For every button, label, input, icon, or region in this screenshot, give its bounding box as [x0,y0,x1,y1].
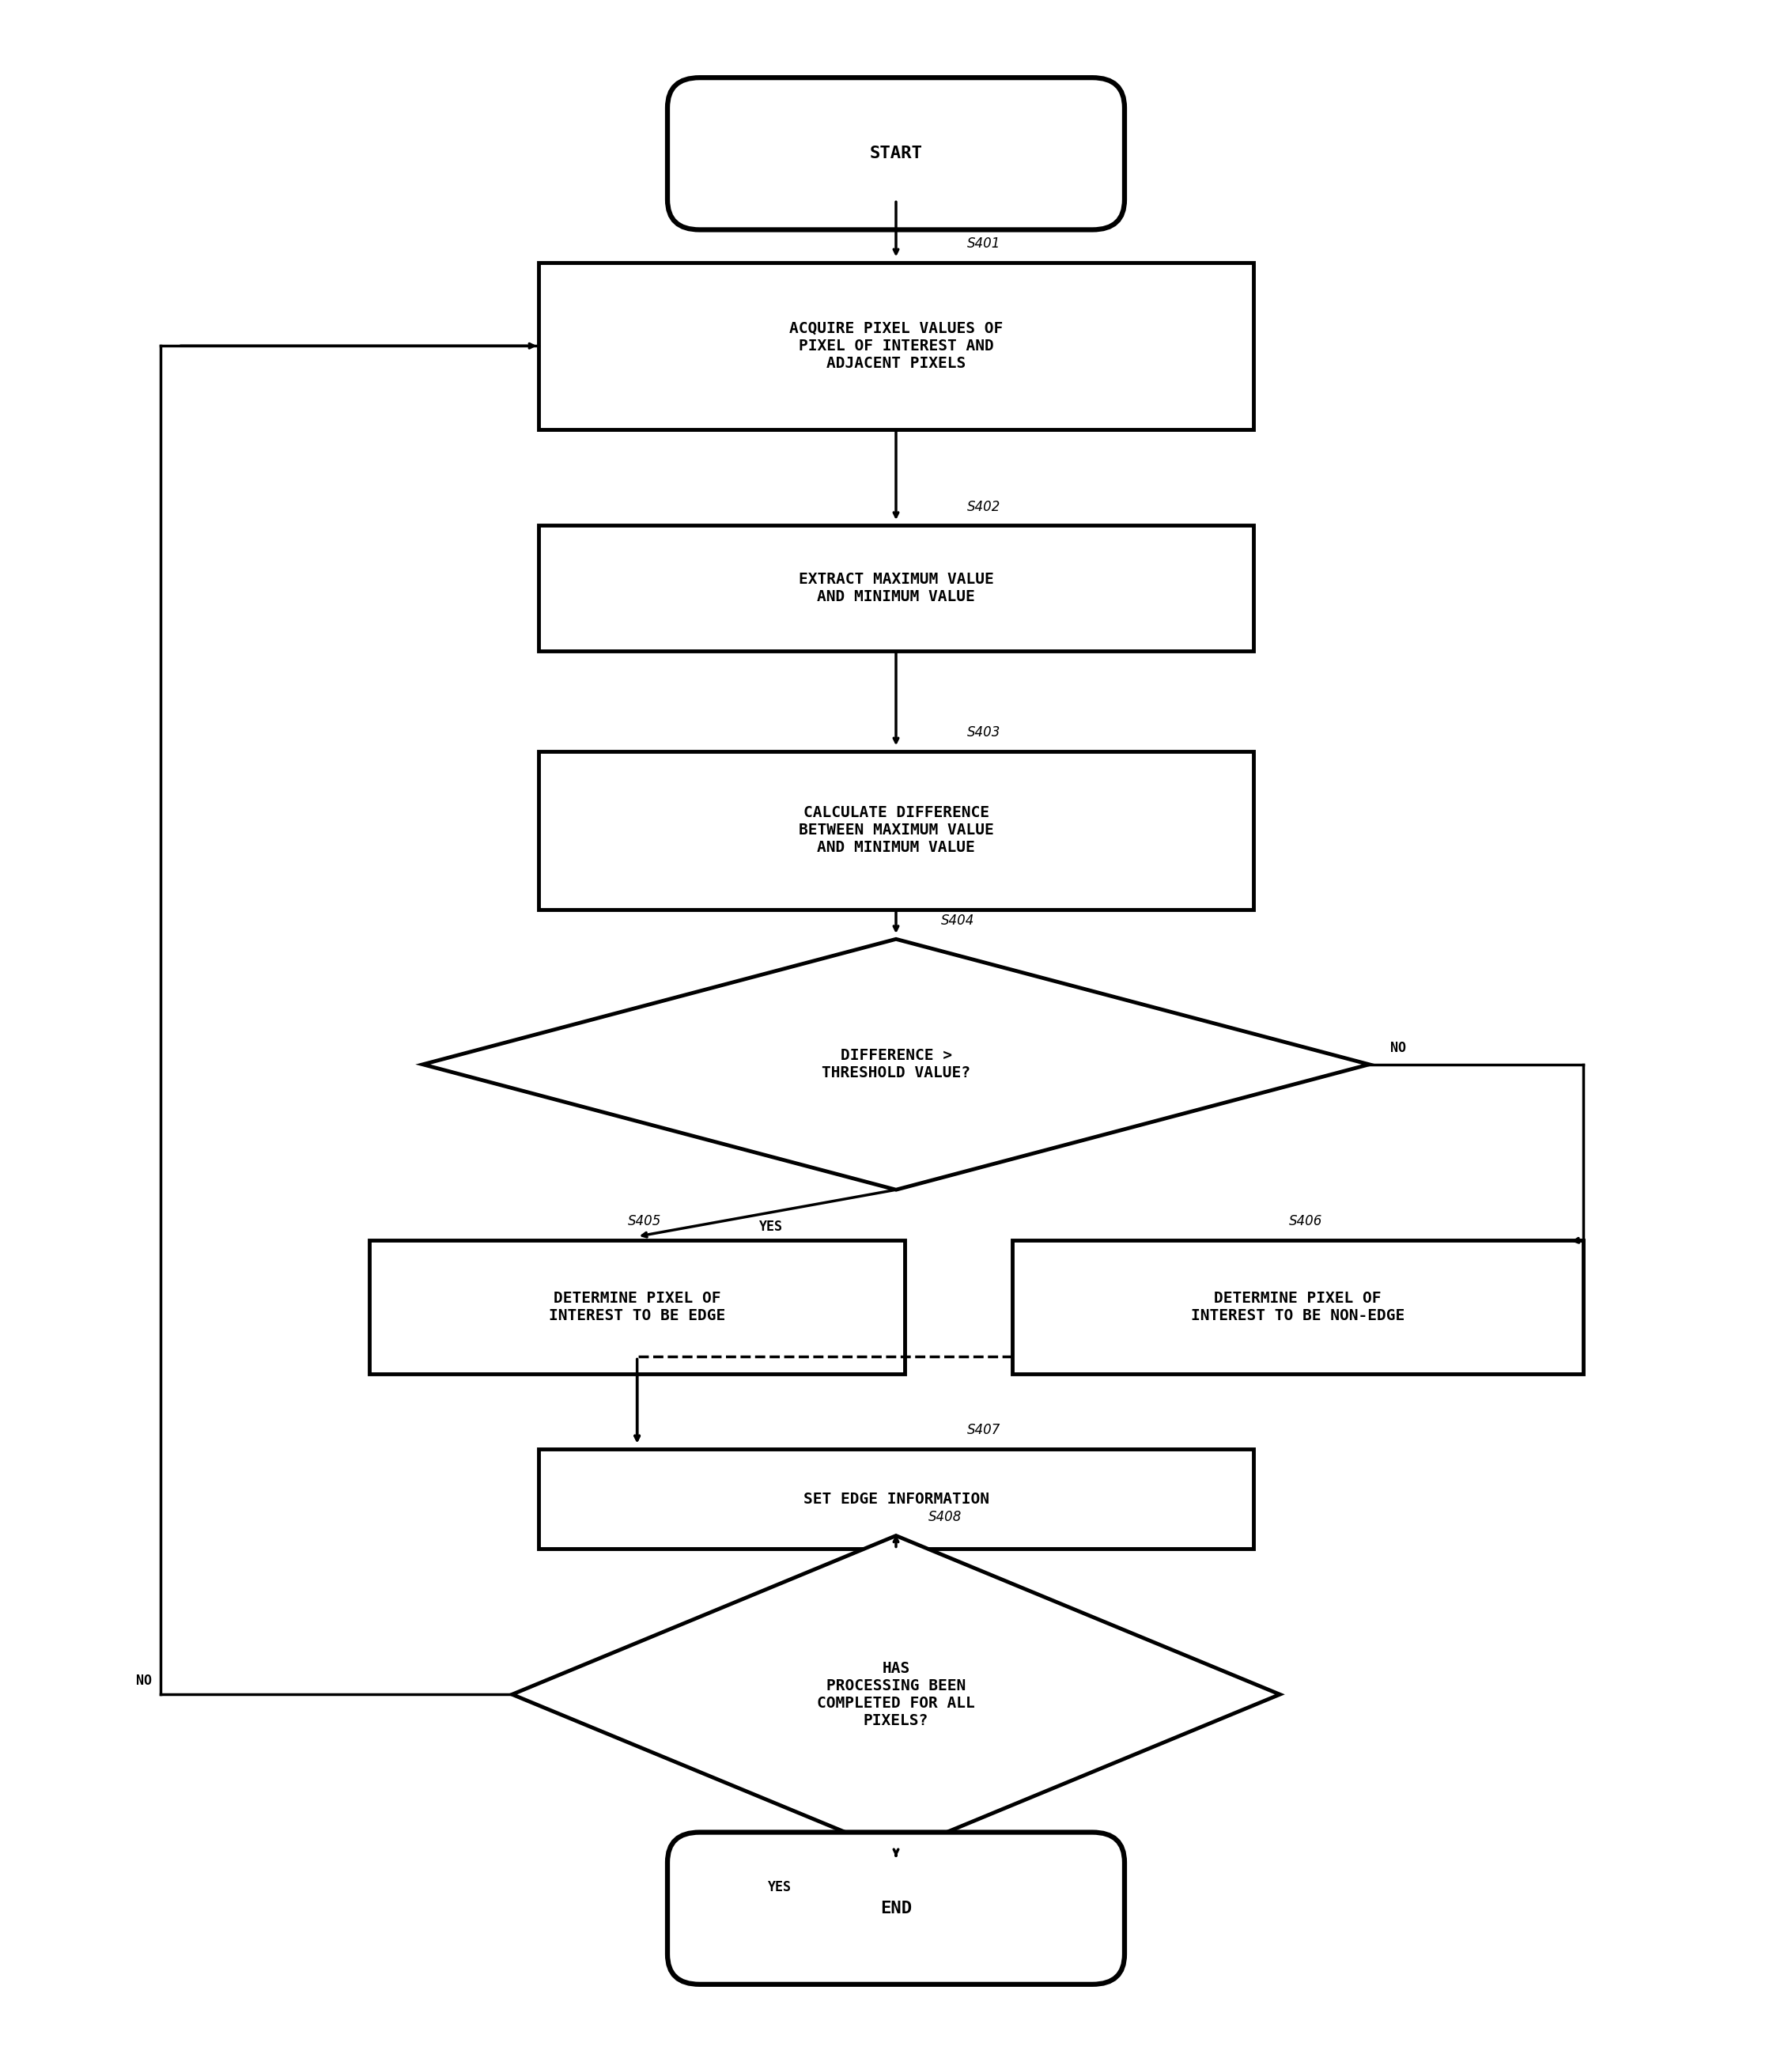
Text: YES: YES [769,1881,792,1895]
FancyBboxPatch shape [539,526,1253,652]
Text: NO: NO [1391,1041,1407,1056]
Text: DIFFERENCE >
THRESHOLD VALUE?: DIFFERENCE > THRESHOLD VALUE? [823,1047,969,1080]
Text: S402: S402 [968,499,1002,513]
Polygon shape [423,938,1369,1190]
FancyBboxPatch shape [369,1239,905,1373]
Text: NO: NO [136,1674,152,1689]
Text: END: END [880,1901,912,1916]
Text: S406: S406 [1288,1215,1322,1229]
Text: S407: S407 [968,1423,1002,1437]
Text: S408: S408 [928,1509,962,1524]
FancyBboxPatch shape [667,78,1125,229]
Text: S404: S404 [941,913,975,928]
FancyBboxPatch shape [539,1450,1253,1549]
Text: YES: YES [760,1221,783,1233]
Text: S405: S405 [629,1215,661,1229]
Text: ACQUIRE PIXEL VALUES OF
PIXEL OF INTEREST AND
ADJACENT PIXELS: ACQUIRE PIXEL VALUES OF PIXEL OF INTERES… [788,322,1004,371]
Text: S401: S401 [968,237,1002,252]
Polygon shape [513,1536,1279,1854]
FancyBboxPatch shape [539,751,1253,909]
Text: CALCULATE DIFFERENCE
BETWEEN MAXIMUM VALUE
AND MINIMUM VALUE: CALCULATE DIFFERENCE BETWEEN MAXIMUM VAL… [799,806,993,856]
FancyBboxPatch shape [539,262,1253,429]
Text: DETERMINE PIXEL OF
INTEREST TO BE NON-EDGE: DETERMINE PIXEL OF INTEREST TO BE NON-ED… [1192,1291,1405,1324]
Text: S403: S403 [968,726,1002,740]
Text: SET EDGE INFORMATION: SET EDGE INFORMATION [803,1491,989,1507]
FancyBboxPatch shape [667,1833,1125,1984]
Text: HAS
PROCESSING BEEN
COMPLETED FOR ALL
PIXELS?: HAS PROCESSING BEEN COMPLETED FOR ALL PI… [817,1660,975,1728]
Text: EXTRACT MAXIMUM VALUE
AND MINIMUM VALUE: EXTRACT MAXIMUM VALUE AND MINIMUM VALUE [799,571,993,604]
Text: START: START [869,146,923,161]
Text: DETERMINE PIXEL OF
INTEREST TO BE EDGE: DETERMINE PIXEL OF INTEREST TO BE EDGE [548,1291,726,1324]
FancyBboxPatch shape [1012,1239,1584,1373]
